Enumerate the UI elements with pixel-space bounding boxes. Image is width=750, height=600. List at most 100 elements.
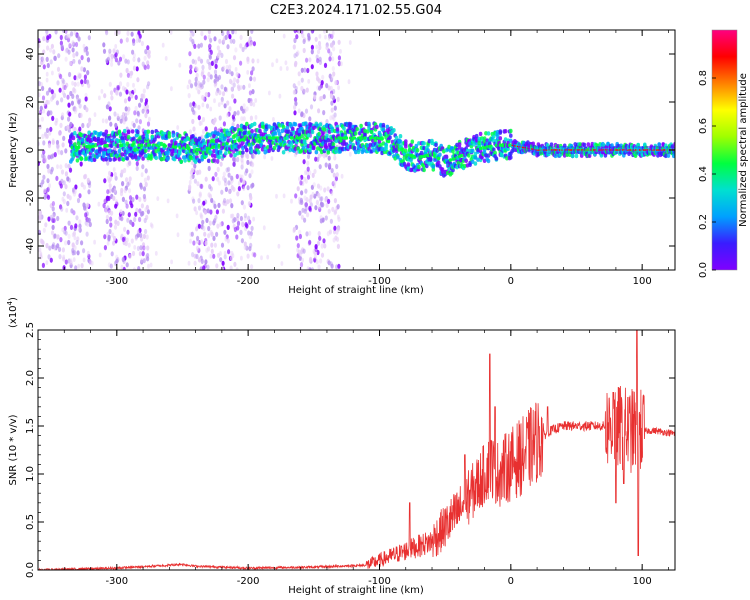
spectrogram-noise-cell (319, 95, 323, 102)
spectrogram-noise-cell (197, 89, 201, 95)
spectrogram-noise-cell (332, 88, 336, 95)
spectrogram-noise-cell (61, 247, 65, 253)
spectrogram-noise-cell (62, 79, 66, 85)
spectrogram-noise-cell (330, 75, 334, 81)
colorbar-tick-label: 0.6 (698, 118, 709, 134)
spectrogram-noise-cell (66, 124, 70, 130)
spectrogram-noise-cell (138, 119, 142, 125)
spectrogram-noise-cell (240, 116, 244, 122)
spectrogram-signal-cell (203, 141, 207, 147)
spectrogram-signal-cell (264, 124, 269, 129)
spectrogram-noise-cell (322, 110, 326, 116)
spectrogram-noise-cell (207, 34, 211, 40)
spectrogram-noise-cell (248, 246, 252, 252)
spectrogram-noise-cell (225, 68, 229, 74)
spectrogram-signal-cell (71, 135, 76, 141)
spectrogram-noise-cell (105, 214, 109, 220)
spectrogram-noise-cell (51, 201, 56, 207)
spectrogram-peak-cell (498, 143, 502, 147)
spectrogram-signal-cell (191, 134, 195, 139)
spectrogram-noise-cell (128, 160, 132, 166)
spectrogram-noise-cell (82, 43, 86, 49)
spectrogram-noise-cell (213, 117, 217, 123)
spectrogram-noise-cell (78, 72, 82, 78)
spectrogram-noise-cell (121, 85, 126, 91)
spectrogram-noise-cell (325, 202, 329, 208)
spectrogram-noise-cell (315, 199, 319, 206)
spectrogram-noise-cell (135, 161, 139, 167)
spectrogram-noise-cell (250, 225, 254, 231)
spectrogram-signal-cell (384, 144, 388, 149)
spectrogram-noise-cell (121, 111, 126, 118)
spectrogram-noise-cell (242, 103, 246, 109)
spectrogram-noise-cell (297, 108, 301, 114)
spectrogram-peak-cell (387, 139, 391, 144)
spectrogram-noise-cell (66, 94, 70, 100)
spectrogram-noise-cell (313, 94, 317, 100)
spectrogram-signal-cell (582, 142, 587, 147)
spectrogram-noise-cell (333, 105, 337, 111)
spectrogram-noise-cell (135, 38, 139, 44)
spectrogram-noise-cell (80, 55, 84, 61)
spectrogram-noise-cell (326, 186, 330, 192)
spectrogram-noise-cell (295, 235, 299, 241)
spectrogram-noise-cell (237, 186, 241, 192)
spectrogram-noise-cell (146, 45, 150, 51)
spectrogram-noise-cell (193, 168, 197, 173)
spectrogram-noise-cell (323, 30, 327, 34)
spectrogram-noise-cell (297, 30, 301, 34)
spectrogram-noise-cell (210, 242, 214, 248)
spectrogram-signal-cell (233, 127, 237, 132)
spectrogram-noise-cell (329, 218, 333, 224)
spectrogram-signal-cell (422, 167, 426, 173)
colorbar-title: Normalized spectral amplitude (738, 73, 749, 227)
spectrogram-noise-cell (324, 162, 328, 168)
spectrogram-noise-cell (138, 251, 142, 257)
spectrogram-noise-cell (146, 245, 150, 251)
spectrogram-noise-cell (61, 81, 65, 87)
spectrogram-noise-cell (233, 261, 237, 267)
spectrogram-noise-cell (75, 94, 79, 100)
spectrogram-peak-cell (619, 149, 621, 151)
spectrogram-noise-cell (176, 125, 180, 130)
spectrogram-noise-cell (333, 210, 337, 216)
spectrogram-signal-cell (252, 121, 257, 127)
spectrogram-noise-cell (38, 54, 41, 61)
spectrogram-signal-cell (385, 124, 390, 129)
spectrogram-peak-cell (638, 149, 641, 151)
spectrogram-noise-cell (249, 76, 253, 82)
spectrogram-noise-cell (73, 30, 77, 36)
spectrogram-noise-cell (67, 239, 71, 246)
spectrogram-noise-cell (104, 207, 108, 213)
spectrogram-noise-cell (301, 257, 304, 263)
spectrogram-signal-cell (287, 129, 291, 134)
spectrogram-noise-cell (322, 238, 326, 244)
spectrogram-noise-cell (213, 98, 216, 104)
spectrogram-noise-cell (275, 193, 278, 199)
spectrogram-noise-cell (75, 51, 79, 57)
spectrogram-noise-cell (195, 253, 199, 260)
spectrogram-noise-cell (45, 260, 49, 265)
spectrogram-noise-cell (60, 44, 64, 50)
spectrogram-signal-cell (338, 149, 342, 154)
spectrogram-noise-cell (82, 67, 86, 73)
spectrogram-noise-cell (45, 56, 49, 63)
spectrogram-noise-cell (213, 59, 217, 65)
spectrogram-signal-cell (99, 131, 103, 136)
spectrogram-peak-cell (581, 149, 583, 151)
spectrogram-noise-cell (193, 43, 197, 50)
spectrogram-noise-cell (115, 254, 119, 260)
spectrogram-noise-cell (147, 49, 151, 56)
spectrogram-signal-cell (436, 160, 441, 165)
spectrogram-noise-cell (330, 263, 334, 269)
spectrogram-noise-cell (226, 238, 230, 244)
spectrogram-noise-cell (64, 148, 68, 154)
spectrogram-noise-cell (310, 44, 314, 50)
spectrogram-noise-cell (335, 172, 339, 178)
spectrogram-noise-cell (60, 150, 64, 156)
spectrogram-noise-cell (109, 263, 113, 269)
spectrogram-noise-cell (46, 163, 50, 170)
spectrogram-noise-cell (272, 117, 275, 122)
spectrogram-noise-cell (300, 190, 304, 196)
spectrogram-noise-cell (315, 54, 319, 60)
